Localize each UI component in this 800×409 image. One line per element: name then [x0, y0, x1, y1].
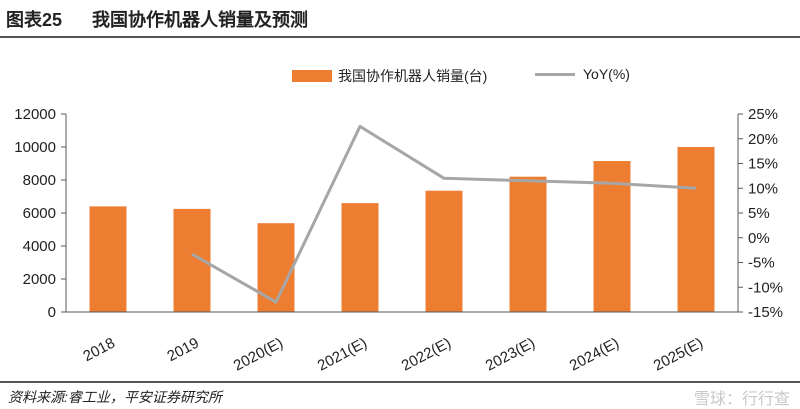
- bar-2023(E): [509, 176, 547, 312]
- left-axis-ticks: 0 2000 4000 6000 8000 10000 12000: [14, 106, 66, 321]
- left-tick-label: 2000: [23, 271, 56, 288]
- x-tick-label: 2025(E): [651, 335, 706, 375]
- bar-series: [89, 147, 715, 312]
- right-tick-label: 25%: [748, 106, 778, 123]
- right-tick-label: 10%: [748, 180, 778, 197]
- right-tick-label: 5%: [748, 205, 770, 222]
- combo-chart: 0 2000 4000 6000 8000 10000 12000 -15% -10% -5% 0…: [14, 106, 783, 375]
- x-tick-label: 2023(E): [483, 335, 538, 375]
- left-tick-label: 12000: [14, 106, 56, 123]
- x-tick-label: 2018: [80, 335, 117, 366]
- right-tick-label: -5%: [748, 255, 775, 272]
- axes: [65, 114, 739, 313]
- chart-legend: 我国协作机器人销量(台) YoY(%): [0, 66, 800, 86]
- bar-2021(E): [341, 203, 379, 312]
- right-tick-label: 20%: [748, 131, 778, 148]
- x-tick-label: 2019: [164, 335, 201, 366]
- figure-title: 我国协作机器人销量及预测: [92, 10, 308, 30]
- x-tick-label: 2024(E): [567, 335, 622, 375]
- left-tick-label: 0: [48, 304, 56, 321]
- watermark: 雪球：行行查: [693, 391, 790, 408]
- source-footer: 资料来源:睿工业，平安证券研究所 雪球：行行查: [0, 381, 800, 409]
- legend-line-swatch: [535, 72, 575, 76]
- legend-item-yoy: YoY(%): [535, 66, 630, 82]
- figure-header: 图表25 我国协作机器人销量及预测: [0, 0, 800, 38]
- figure-label: 图表25: [6, 10, 63, 30]
- x-tick-label: 2022(E): [399, 335, 454, 375]
- line-series: [191, 124, 697, 304]
- bar-2025(E): [677, 147, 715, 312]
- x-axis-ticks: 2018 2019 2020(E) 2021(E) 2022(E) 2023(E) 2024…: [80, 335, 705, 375]
- source-note: 资料来源:睿工业，平安证券研究所: [8, 389, 222, 405]
- left-tick-label: 8000: [23, 172, 56, 189]
- legend-item-sales: 我国协作机器人销量(台): [292, 66, 487, 86]
- x-tick-label: 2020(E): [231, 335, 286, 375]
- bar-2022(E): [425, 190, 463, 312]
- right-tick-label: -15%: [748, 304, 783, 321]
- right-tick-label: 0%: [748, 230, 770, 247]
- bar-2020(E): [257, 223, 295, 312]
- legend-label-sales: 我国协作机器人销量(台): [338, 68, 488, 84]
- x-tick-label: 2021(E): [315, 335, 370, 375]
- bar-2024(E): [593, 161, 631, 312]
- right-axis-ticks: -15% -10% -5% 0% 5% 10% 15% 20% 25%: [738, 106, 783, 321]
- left-tick-label: 4000: [23, 238, 56, 255]
- left-tick-label: 6000: [23, 205, 56, 222]
- bar-2018: [89, 206, 127, 312]
- right-tick-label: -10%: [748, 279, 783, 296]
- legend-bar-swatch: [292, 70, 332, 82]
- legend-label-yoy: YoY(%): [583, 66, 630, 82]
- right-tick-label: 15%: [748, 156, 778, 173]
- left-tick-label: 10000: [14, 139, 56, 156]
